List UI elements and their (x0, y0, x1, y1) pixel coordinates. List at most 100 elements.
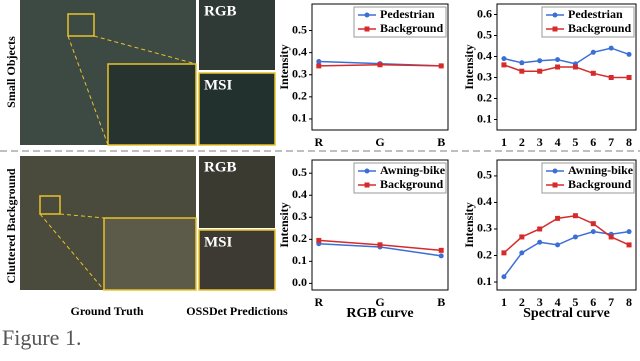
x-tick-label: 3 (537, 295, 543, 309)
rgb-image (199, 156, 275, 228)
y-axis-label: Intensity (462, 202, 476, 247)
legend (353, 6, 447, 38)
legend-label: Background (380, 21, 443, 35)
legend-label: Background (568, 21, 631, 35)
legend-marker (552, 168, 558, 174)
point (316, 63, 322, 69)
point (316, 58, 322, 64)
legend (541, 162, 635, 194)
x-axis-label: Spectral curve (523, 306, 610, 321)
y-axis-label: Intensity (462, 44, 476, 89)
point (519, 250, 525, 256)
legend-label: Pedestrian (380, 7, 435, 21)
x-tick-label: B (437, 295, 445, 309)
zoom-guide (93, 35, 197, 65)
x-tick-label: 6 (590, 135, 596, 149)
y-tick-label: 0.4 (292, 44, 307, 58)
legend-marker (364, 168, 370, 174)
plot-area (311, 3, 449, 131)
y-tick-label: 0.5 (477, 168, 492, 182)
zoom-box (67, 13, 95, 37)
x-tick-label: 7 (608, 295, 614, 309)
column-label: OSSDet Predictions (186, 304, 288, 318)
point (555, 64, 561, 70)
zoom-guide (39, 213, 105, 291)
line-series (503, 47, 630, 65)
y-tick-label: 0.3 (477, 221, 492, 235)
y-tick-label: 0.5 (292, 165, 307, 179)
legend-marker (552, 26, 558, 32)
y-axis-label: Intensity (277, 44, 291, 89)
zoom-box (39, 195, 61, 215)
plot-area (496, 159, 637, 291)
y-tick-label: 0.6 (477, 6, 492, 20)
x-tick-label: 4 (555, 135, 561, 149)
legend-marker (364, 26, 370, 32)
point (626, 229, 632, 235)
y-axis-label: Intensity (277, 202, 291, 247)
y-tick-label: 0.4 (477, 48, 492, 62)
x-tick-label: 3 (537, 135, 543, 149)
legend-label: Background (380, 177, 443, 191)
y-tick-label: 0.1 (477, 274, 492, 288)
plot-area (311, 159, 449, 291)
x-tick-label: 2 (519, 295, 525, 309)
y-tick-label: 0.0 (292, 275, 307, 289)
point (555, 215, 561, 221)
point (626, 242, 632, 248)
x-tick-label: 5 (572, 135, 578, 149)
x-tick-label: 1 (501, 295, 507, 309)
legend (353, 162, 447, 194)
x-tick-label: 1 (501, 135, 507, 149)
y-tick-label: 0.1 (292, 111, 307, 125)
point (438, 253, 444, 259)
zoom-inset (103, 217, 197, 291)
inset-label: MSI (204, 77, 233, 93)
point (572, 64, 578, 70)
point (501, 62, 507, 68)
point (572, 213, 578, 219)
legend-marker (364, 182, 370, 188)
point (572, 234, 578, 240)
caption: Figure 1. (2, 325, 81, 350)
point (555, 242, 561, 248)
y-tick-label: 0.3 (292, 66, 307, 80)
point (537, 58, 543, 64)
point (537, 239, 543, 245)
msi-image (198, 229, 276, 291)
x-tick-label: 5 (572, 295, 578, 309)
point (626, 51, 632, 57)
point (537, 68, 543, 74)
x-tick-label: 8 (626, 135, 632, 149)
rgb-image (199, 0, 275, 70)
y-tick-label: 0.2 (477, 247, 492, 261)
point (590, 229, 596, 235)
x-axis-label: RGB curve (346, 306, 413, 321)
point (438, 63, 444, 69)
legend-label: Pedestrian (568, 7, 623, 21)
y-tick-label: 0.2 (292, 89, 307, 103)
x-tick-label: G (375, 135, 384, 149)
y-tick-label: 0.1 (292, 253, 307, 267)
y-tick-label: 0.2 (477, 90, 492, 104)
x-tick-label: B (437, 135, 445, 149)
x-tick-label: 4 (555, 295, 561, 309)
inset-label: RGB (204, 3, 237, 19)
zoom-guide (59, 213, 105, 219)
point (537, 226, 543, 232)
point (626, 75, 632, 80)
point (590, 221, 596, 227)
inset-label: MSI (204, 234, 233, 250)
point (377, 242, 383, 248)
y-tick-label: 0.5 (477, 27, 492, 41)
y-tick-label: 0.3 (292, 209, 307, 223)
row-label: Cluttered Background (4, 168, 18, 284)
y-tick-label: 0.4 (477, 194, 492, 208)
legend-marker (552, 12, 558, 18)
point (608, 45, 614, 51)
point (608, 234, 614, 240)
x-tick-label: G (375, 295, 384, 309)
point (519, 68, 525, 74)
point (377, 62, 383, 68)
